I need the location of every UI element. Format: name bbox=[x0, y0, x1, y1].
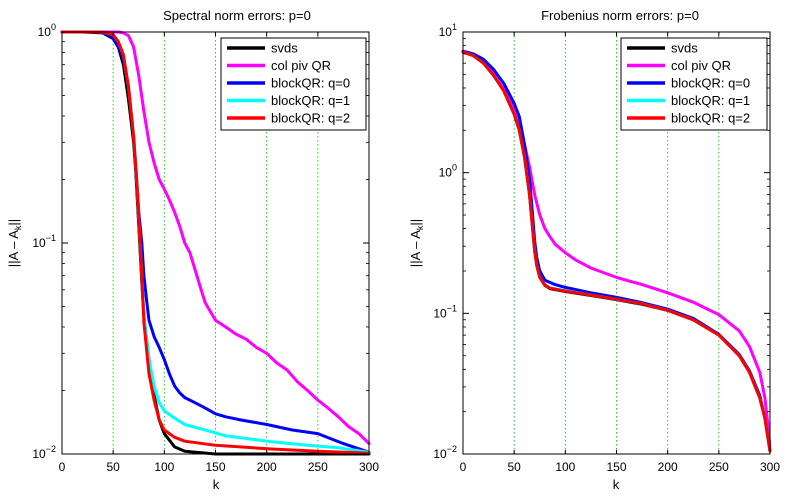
x-tick-label: 100 bbox=[154, 460, 174, 474]
x-tick-label: 250 bbox=[308, 460, 328, 474]
y-axis-label: ||A – Ak|| bbox=[408, 219, 425, 267]
x-tick-label: 50 bbox=[106, 460, 120, 474]
series-lines bbox=[461, 49, 772, 453]
legend-entry-label: blockQR: q=0 bbox=[271, 76, 350, 91]
legend-entry-label: blockQR: q=0 bbox=[671, 76, 750, 91]
y-axis-label: ||A – Ak|| bbox=[6, 219, 23, 267]
y-axis-label-sub: k bbox=[415, 225, 425, 230]
series-line-blockqr-q-2 bbox=[461, 50, 772, 453]
legend: svds col piv QR blockQR: q=0 blockQR: q=1 bl… bbox=[620, 37, 768, 131]
x-tick-label: 250 bbox=[709, 460, 729, 474]
x-tick-label: 50 bbox=[507, 460, 521, 474]
x-tick-label: 200 bbox=[257, 460, 277, 474]
legend-entry-label: blockQR: q=1 bbox=[671, 93, 750, 108]
series-lines bbox=[60, 30, 371, 456]
y-axis-ticks: 100 10−1 10−2 bbox=[32, 22, 369, 461]
y-axis-label-sub: k bbox=[13, 225, 23, 230]
series-line-blockqr-q-2 bbox=[60, 30, 371, 455]
frobenius-norm-chart: Frobenius norm errors: p=0 0 50 100 150 200 2… bbox=[408, 8, 780, 492]
x-tick-label: 150 bbox=[205, 460, 225, 474]
legend-entry-label: blockQR: q=2 bbox=[271, 111, 350, 126]
y-tick-label: 10−1 bbox=[433, 303, 457, 320]
y-axis-label-main: ||A – A bbox=[6, 230, 21, 267]
y-tick-label: 10−1 bbox=[32, 233, 56, 250]
legend-entry-label: blockQR: q=2 bbox=[671, 111, 750, 126]
y-tick-label: 101 bbox=[439, 22, 457, 39]
y-tick-label: 10−2 bbox=[433, 444, 457, 461]
legend: svds col piv QR blockQR: q=0 blockQR: q=1 bl… bbox=[220, 37, 367, 131]
y-axis-label-tail: || bbox=[408, 219, 423, 226]
legend-entry-label: col piv QR bbox=[271, 58, 331, 73]
x-tick-label: 0 bbox=[59, 460, 66, 474]
x-axis-ticks: 0 50 100 150 200 250 300 bbox=[59, 32, 379, 474]
x-tick-label: 200 bbox=[658, 460, 678, 474]
x-axis-ticks: 0 50 100 150 200 250 300 bbox=[460, 32, 780, 474]
series-line-blockqr-q-0 bbox=[60, 30, 371, 454]
legend-entry-label: svds bbox=[271, 41, 298, 56]
legend-entry-label: svds bbox=[671, 41, 698, 56]
x-tick-label: 300 bbox=[760, 460, 780, 474]
x-axis-label: k bbox=[613, 477, 620, 492]
legend-entry-label: col piv QR bbox=[671, 58, 731, 73]
x-tick-label: 100 bbox=[555, 460, 575, 474]
y-axis-label-tail: || bbox=[6, 219, 21, 226]
x-tick-label: 300 bbox=[359, 460, 379, 474]
spectral-norm-chart: Spectral norm errors: p=0 0 50 100 150 200 25… bbox=[6, 8, 379, 492]
series-line-col-piv-qr bbox=[60, 30, 371, 446]
x-tick-label: 150 bbox=[606, 460, 626, 474]
y-tick-label: 100 bbox=[38, 22, 56, 39]
chart-title: Frobenius norm errors: p=0 bbox=[541, 8, 699, 23]
y-axis-ticks: 101 100 10−1 10−2 bbox=[433, 22, 770, 461]
y-axis-label-main: ||A – A bbox=[408, 230, 423, 267]
y-tick-label: 10−2 bbox=[32, 444, 56, 461]
x-tick-label: 0 bbox=[460, 460, 467, 474]
y-tick-label: 100 bbox=[439, 163, 457, 180]
chart-title: Spectral norm errors: p=0 bbox=[163, 8, 311, 23]
x-axis-label: k bbox=[213, 477, 220, 492]
legend-entry-label: blockQR: q=1 bbox=[271, 93, 350, 108]
